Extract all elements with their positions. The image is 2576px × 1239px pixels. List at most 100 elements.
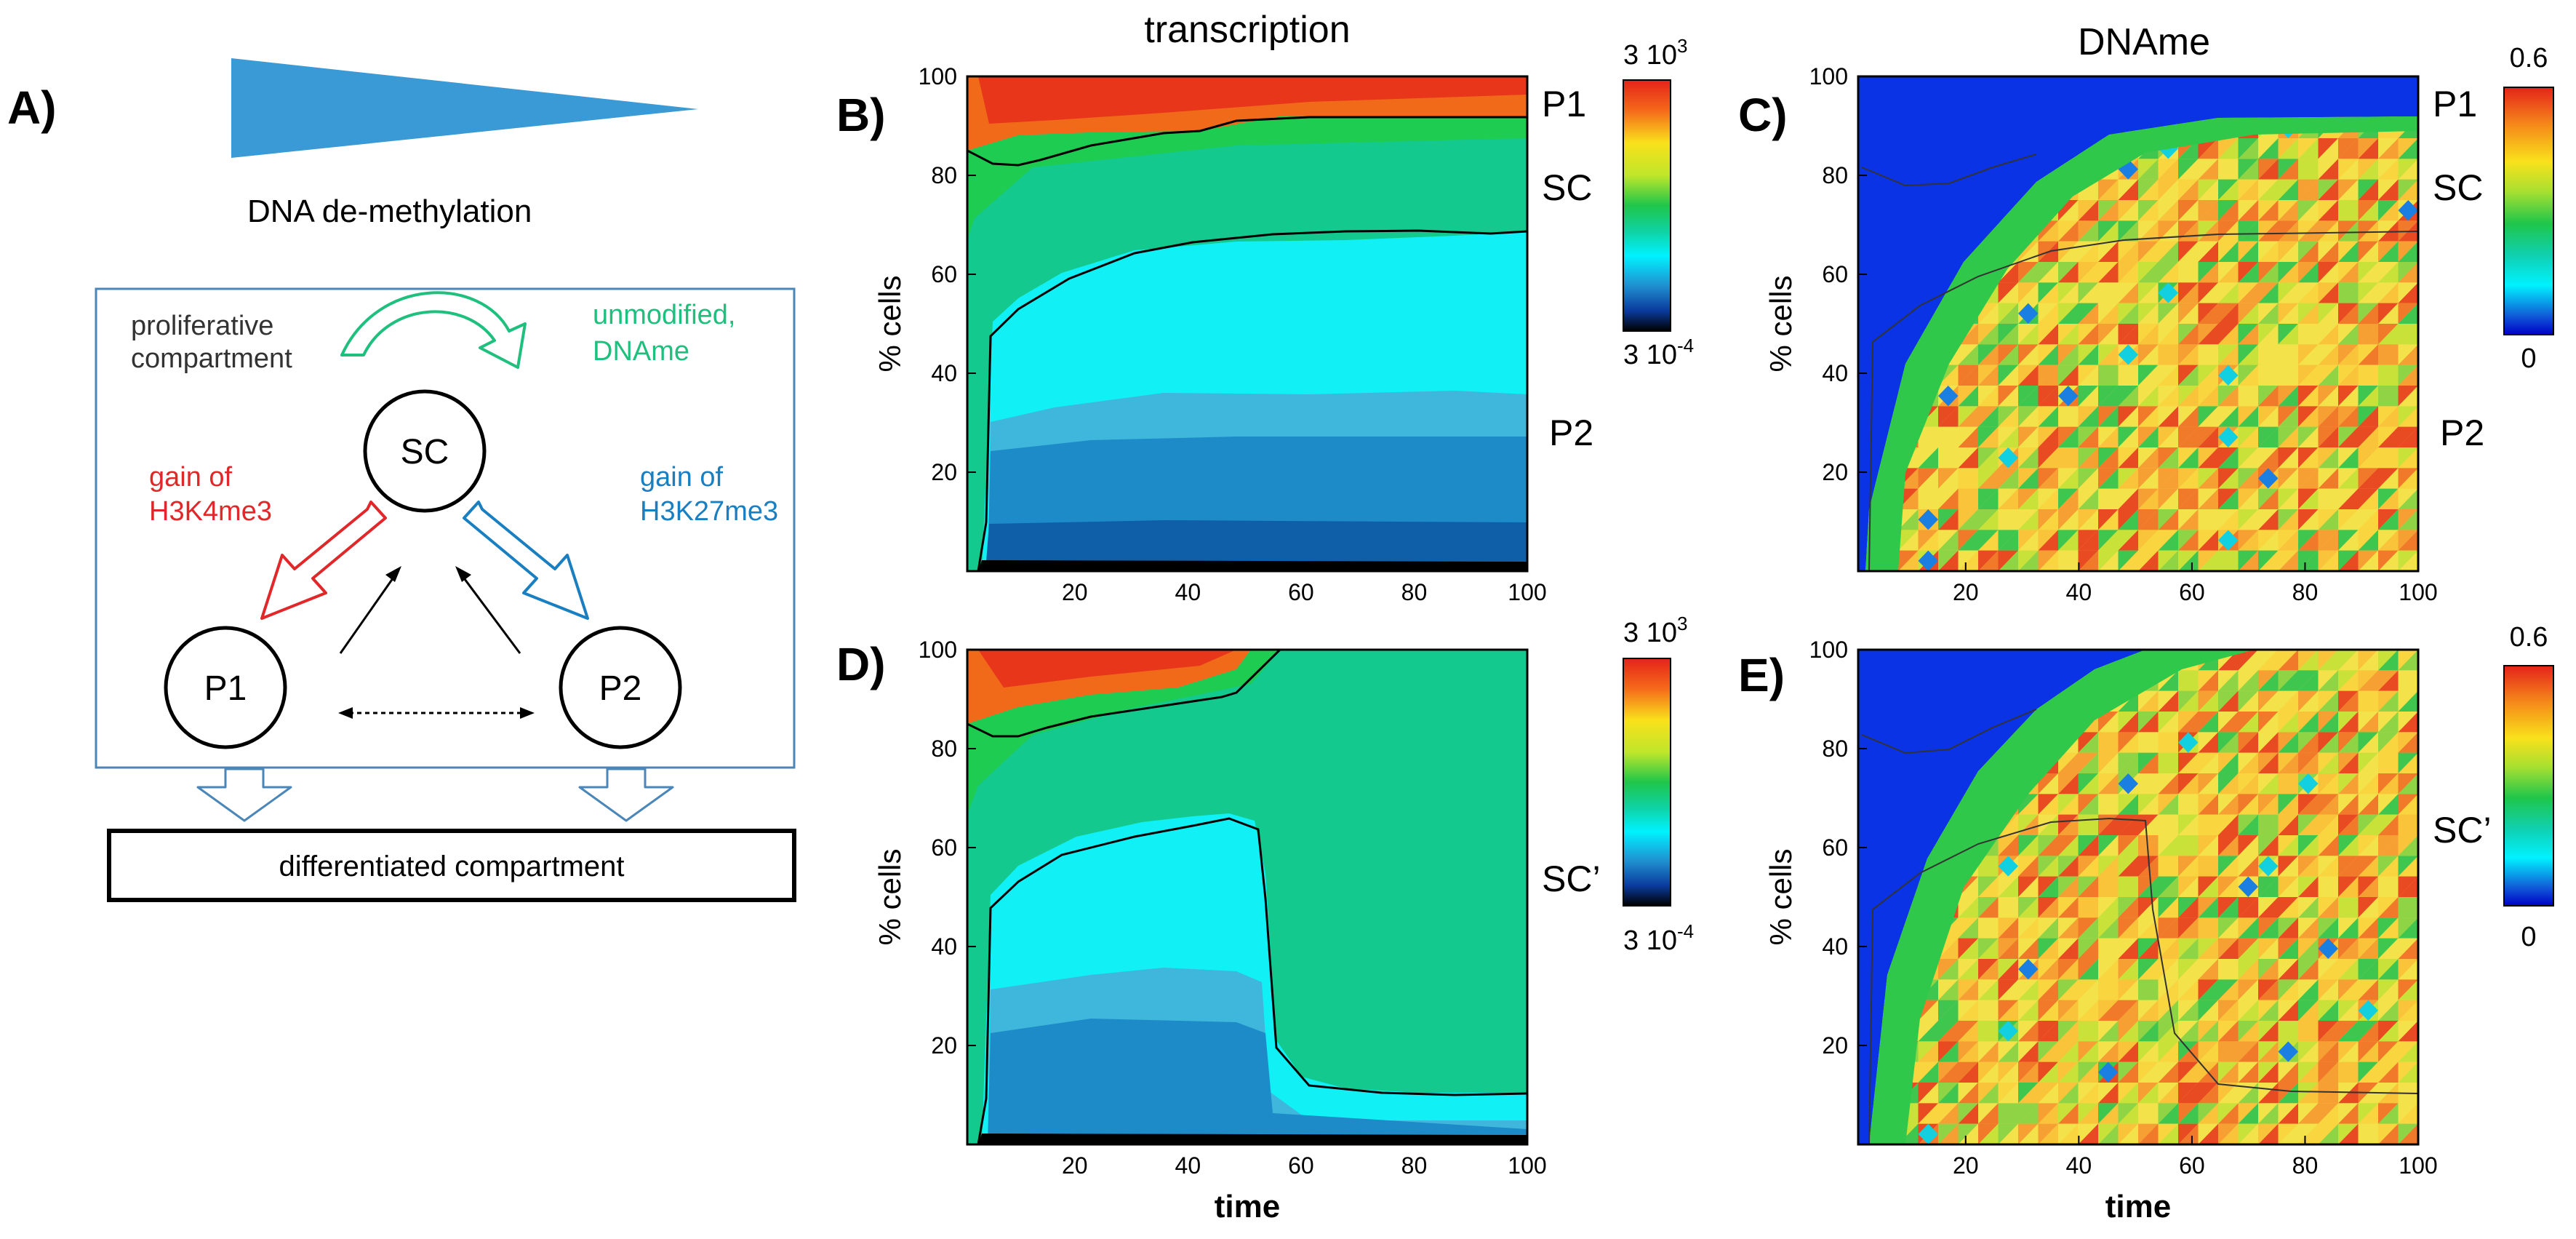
mesh-cell (2178, 876, 2199, 897)
mesh-cell (1958, 447, 1978, 469)
mesh-cell (2158, 897, 2178, 918)
mesh-cell (2118, 959, 2138, 980)
mesh-cell (2338, 509, 2359, 530)
mesh-cell (2318, 1123, 2338, 1144)
mesh-cell (2058, 1061, 2079, 1083)
mesh-cell (2058, 262, 2079, 283)
mesh-cell (2378, 386, 2399, 407)
mesh-cell (2318, 1000, 2338, 1021)
mesh-cell (1918, 1103, 1938, 1124)
mesh-cell (1978, 1083, 1999, 1104)
mesh-cell (2138, 1000, 2159, 1021)
mesh-cell (2038, 897, 2058, 918)
mesh-cell (1918, 1083, 1938, 1104)
mesh-cell (1918, 1021, 1938, 1042)
mesh-cell (2278, 262, 2298, 283)
mesh-cell (2258, 1061, 2279, 1083)
mesh-cell (2318, 773, 2338, 794)
mesh-cell (2258, 262, 2279, 283)
arrow-sc-to-p2-icon (463, 501, 589, 620)
mesh-cell (2378, 876, 2399, 897)
mesh-cell (2198, 179, 2218, 200)
mesh-cell (2298, 386, 2319, 407)
mesh-cell (2398, 364, 2418, 386)
colorbar-transcription-top-gradient (1623, 79, 1671, 332)
mesh-cell (2318, 897, 2338, 918)
mesh-cell (2198, 509, 2218, 530)
label-e-sc-prime: SC’ (2433, 810, 2492, 850)
mesh-cell (2218, 386, 2239, 407)
mesh-cell (2238, 488, 2258, 509)
mesh-cell (2378, 179, 2399, 200)
mesh-cell (2398, 979, 2418, 1000)
mesh-cell (2238, 814, 2258, 835)
panel-a: A) DNA de-methylation proliferative comp… (7, 58, 796, 902)
mesh-cell (2358, 1061, 2378, 1083)
mesh-cell (2398, 876, 2418, 897)
mesh-cell (2258, 262, 2279, 283)
mesh-cell (2338, 530, 2359, 551)
mesh-cell (2358, 670, 2378, 691)
mesh-cell (2178, 550, 2199, 571)
mesh-cell (2058, 917, 2079, 939)
mesh-cell (2178, 303, 2199, 324)
mesh-cell (2398, 550, 2418, 571)
mesh-cell (2178, 856, 2199, 877)
mesh-cell (1938, 550, 1959, 571)
mesh-cell (2358, 282, 2378, 303)
mesh-cell (2338, 712, 2359, 733)
mesh-cell (2198, 159, 2218, 180)
mesh-cell (2058, 814, 2079, 835)
mesh-cell (2318, 550, 2338, 571)
mesh-cell (1918, 530, 1938, 551)
mesh-cell (2098, 386, 2119, 407)
mesh-cell (2358, 344, 2378, 365)
mesh-cell (2258, 794, 2279, 815)
mesh-cell (1978, 1041, 1999, 1062)
mesh-cell (2098, 897, 2119, 918)
mesh-cell (2158, 876, 2178, 897)
mesh-cell (2018, 488, 2039, 509)
mesh-cell (1978, 447, 1999, 469)
mesh-cell (2058, 752, 2079, 773)
mesh-cell (2298, 550, 2319, 571)
mesh-cell (2118, 530, 2138, 551)
mesh-cell (2058, 303, 2079, 324)
mesh-cell (2278, 200, 2298, 221)
mesh-cell (2218, 241, 2239, 262)
mesh-cell (2118, 241, 2138, 262)
mesh-cell (1998, 835, 2018, 856)
mesh-cell (2238, 752, 2258, 773)
panel-b-letter: B) (836, 89, 886, 141)
mesh-cell (1978, 468, 1999, 489)
mesh-cell (1998, 876, 2018, 897)
mesh-cell (2198, 1021, 2218, 1042)
mesh-cell (2018, 509, 2039, 530)
panel-c-xtick-label-40: 40 (2066, 579, 2092, 605)
mesh-cell (2118, 509, 2138, 530)
mesh-cell (2158, 732, 2178, 753)
mesh-cell (2298, 344, 2319, 365)
mesh-cell (2138, 752, 2159, 773)
mesh-cell (2398, 650, 2418, 671)
colorbar-dname-bottom: 0.6 0 (2503, 622, 2554, 952)
mesh-cell (2298, 138, 2319, 159)
mesh-cell (2258, 488, 2279, 509)
mesh-cell (2138, 938, 2159, 959)
mesh-cell (2138, 897, 2159, 918)
mesh-cell (2158, 917, 2178, 939)
mesh-cell (2018, 1083, 2039, 1104)
mesh-cell (2298, 712, 2319, 733)
mesh-cell (1898, 509, 1919, 530)
mesh-cell (2058, 488, 2079, 509)
mesh-spot (2358, 1000, 2378, 1021)
mesh-cell (2398, 179, 2418, 200)
mesh-cell (2158, 1061, 2178, 1083)
mesh-cell (2038, 1123, 2058, 1144)
mesh-cell (2158, 690, 2178, 712)
mesh-cell (2278, 344, 2298, 365)
mesh-cell (2398, 530, 2418, 551)
mesh-cell (2118, 426, 2138, 447)
mesh-cell (2318, 773, 2338, 794)
mesh-cell (2198, 364, 2218, 386)
